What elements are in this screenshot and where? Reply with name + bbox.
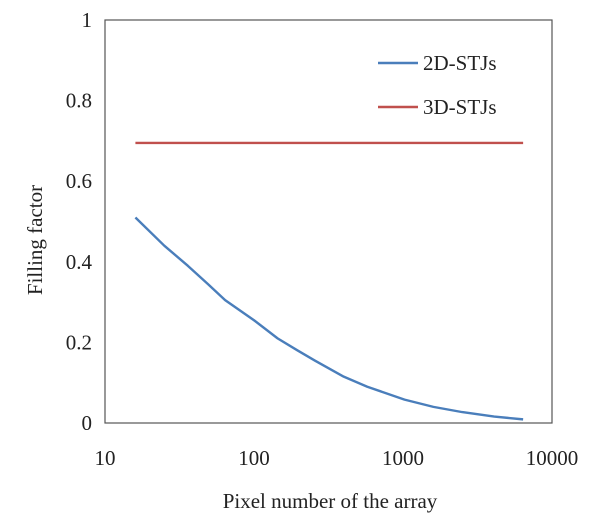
plot-area-frame	[104, 19, 553, 424]
x-tick-label: 10	[95, 446, 116, 470]
y-axis-label: Filling factor	[23, 185, 47, 295]
y-tick-label: 0.8	[66, 89, 92, 113]
x-tick-label: 1000	[382, 446, 424, 470]
y-tick-label: 0.2	[66, 330, 92, 354]
y-tick-label: 0.4	[66, 250, 93, 274]
x-tick-label: 10000	[526, 446, 579, 470]
series-line-2d-stjs	[134, 216, 524, 421]
y-tick-label: 0	[82, 411, 93, 435]
legend-label: 2D-STJs	[423, 51, 497, 75]
series-layer	[134, 141, 524, 421]
x-axis-ticks: 10 100 1000 10000	[95, 446, 579, 470]
y-axis-ticks: 0 0.2 0.4 0.6 0.8 1	[66, 8, 93, 435]
x-tick-label: 100	[238, 446, 270, 470]
x-axis-label: Pixel number of the array	[223, 489, 438, 513]
y-tick-label: 0.6	[66, 169, 92, 193]
legend-label: 3D-STJs	[423, 95, 497, 119]
legend: 2D-STJs 3D-STJs	[378, 51, 497, 119]
y-tick-label: 1	[82, 8, 93, 32]
